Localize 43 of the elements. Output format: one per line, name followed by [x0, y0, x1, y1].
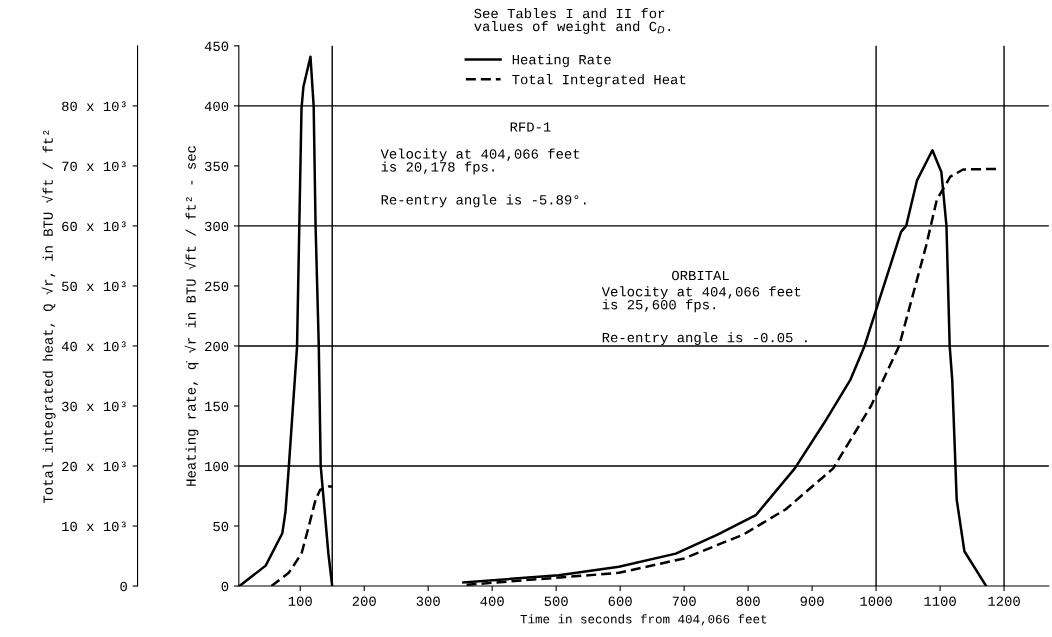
legend-label: Total Integrated Heat — [512, 74, 686, 88]
y-tick-label: 0 — [221, 581, 229, 592]
x-tick-label: 800 — [736, 596, 760, 606]
y-axis-title: Heating rate, q̇ √r in BTU √ft / ft² - sec — [184, 146, 199, 486]
y2-tick-label: 10 x 10³ — [62, 521, 126, 532]
y2-tick-label: 60 x 10³ — [62, 221, 126, 232]
annotation: RFD-1 — [510, 122, 551, 132]
x-tick-label: 1200 — [988, 596, 1020, 606]
y-tick-label: 200 — [205, 341, 229, 352]
y-tick-label: 400 — [204, 101, 229, 112]
annotation: Re-entry angle is -0.05 . — [602, 332, 807, 346]
y-tick-label: 150 — [205, 401, 229, 412]
y2-axis-title: Total integrated heat, Q √r, in BTU √ft / ft² — [41, 130, 56, 503]
x-tick-label: 200 — [352, 596, 376, 606]
y-tick-label: 350 — [204, 161, 229, 172]
y-tick-label: 100 — [205, 461, 229, 472]
x-tick-label: 1000 — [860, 596, 892, 606]
y2-tick-label: 80 x 10³ — [62, 101, 126, 112]
y2-tick-label: 70 x 10³ — [62, 161, 126, 172]
y2-tick-label: 20 x 10³ — [62, 461, 126, 472]
x-tick-label: 600 — [608, 596, 632, 606]
y-tick-label: 250 — [205, 281, 229, 292]
x-tick-label: 1100 — [924, 596, 956, 606]
legend-label: Heating Rate — [512, 54, 611, 68]
x-tick-label: 900 — [800, 596, 824, 606]
annotation: ORBITAL — [672, 270, 729, 281]
y-tick-label: 450 — [204, 41, 229, 52]
y2-tick-label: 40 x 10³ — [61, 341, 126, 352]
x-tick-label: 700 — [672, 596, 696, 606]
y-tick-label: 50 — [213, 521, 229, 532]
y2-tick-label: 30 x 10³ — [62, 401, 126, 412]
x-axis-title: Time in seconds from 404,066 feet — [520, 614, 767, 626]
annotation: Velocity at 404,066 feet is 25,600 fps. — [601, 286, 801, 313]
annotation: Re-entry angle is -5.89°. — [381, 194, 586, 208]
x-tick-label: 500 — [544, 596, 568, 606]
text: See Tables I and II for values of weight and C$_{D}$. — [474, 8, 671, 34]
annotation: Velocity at 404,066 feet is 20,178 fps. — [380, 148, 580, 175]
x-tick-label: 400 — [480, 596, 504, 606]
x-tick-label: 100 — [288, 596, 312, 606]
x-tick-label: 300 — [416, 596, 440, 606]
y2-tick-label: 0 — [120, 581, 127, 592]
y-tick-label: 300 — [204, 221, 229, 232]
y2-tick-label: 50 x 10³ — [62, 281, 126, 292]
